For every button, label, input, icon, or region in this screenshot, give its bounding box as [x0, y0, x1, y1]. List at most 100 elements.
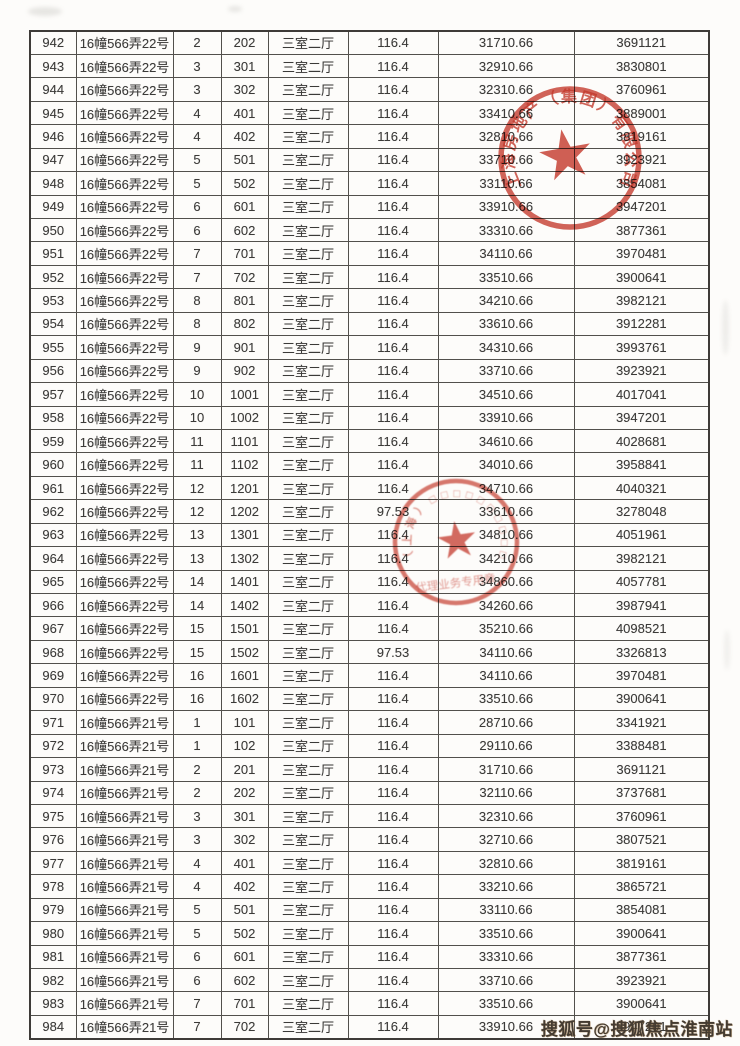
- cell-total-price: 3807521: [573, 827, 710, 852]
- table-row: 966 16幢566弄22号 14 1402 三室二厅 116.4 34260.…: [29, 592, 710, 618]
- cell-unit-price: 34110.66: [437, 663, 575, 688]
- table-row: 977 16幢566弄21号 4 401 三室二厅 116.4 32810.66…: [29, 850, 710, 876]
- table-row: 969 16幢566弄22号 16 1601 三室二厅 116.4 34110.…: [29, 663, 710, 688]
- cell-floor: 14: [172, 592, 222, 618]
- cell-floor: 3: [172, 77, 222, 102]
- cell-unit-price: 33710.66: [437, 967, 575, 993]
- cell-room-type: 三室二厅: [267, 710, 349, 735]
- cell-floor: 1: [172, 710, 222, 735]
- table-row: 950 16幢566弄22号 6 602 三室二厅 116.4 33310.66…: [29, 217, 710, 243]
- cell-room-number: 1201: [220, 475, 269, 501]
- cell-floor: 6: [172, 194, 222, 220]
- cell-room-number: 801: [220, 288, 269, 313]
- cell-floor: 3: [172, 827, 222, 852]
- cell-total-price: 3737681: [573, 780, 710, 805]
- cell-index: 984: [29, 1014, 77, 1040]
- table-row: 980 16幢566弄21号 5 502 三室二厅 116.4 33510.66…: [29, 921, 710, 946]
- cell-room-number: 202: [220, 30, 269, 55]
- cell-room-number: 1601: [220, 663, 269, 688]
- cell-total-price: 3326813: [573, 639, 710, 665]
- cell-unit-price: 34210.66: [437, 546, 575, 571]
- table-row: 955 16幢566弄22号 9 901 三室二厅 116.4 34310.66…: [29, 335, 710, 360]
- cell-floor: 7: [172, 264, 222, 290]
- table-row: 956 16幢566弄22号 9 902 三室二厅 116.4 33710.66…: [29, 358, 710, 384]
- cell-floor: 6: [172, 967, 222, 993]
- table-body: 942 16幢566弄22号 2 202 三室二厅 116.4 31710.66…: [29, 30, 710, 1040]
- cell-unit-price: 33210.66: [437, 874, 575, 899]
- cell-room-number: 301: [220, 803, 269, 829]
- table-row: 964 16幢566弄22号 13 1302 三室二厅 116.4 34210.…: [29, 546, 710, 571]
- cell-address: 16幢566弄21号: [75, 874, 174, 899]
- cell-area: 116.4: [347, 288, 439, 313]
- table-row: 959 16幢566弄22号 11 1101 三室二厅 116.4 34610.…: [29, 428, 710, 454]
- cell-address: 16幢566弄21号: [75, 710, 174, 735]
- cell-unit-price: 32910.66: [437, 53, 575, 79]
- cell-total-price: 3877361: [573, 217, 710, 243]
- cell-index: 971: [29, 710, 77, 735]
- cell-area: 116.4: [347, 124, 439, 149]
- cell-room-type: 三室二厅: [267, 194, 349, 220]
- cell-area: 116.4: [347, 780, 439, 805]
- cell-index: 948: [29, 171, 77, 196]
- cell-area: 116.4: [347, 757, 439, 782]
- cell-room-type: 三室二厅: [267, 499, 349, 524]
- cell-index: 969: [29, 663, 77, 688]
- cell-address: 16幢566弄21号: [75, 803, 174, 829]
- cell-total-price: 3889001: [573, 100, 710, 126]
- cell-area: 116.4: [347, 311, 439, 337]
- cell-unit-price: 33110.66: [437, 171, 575, 196]
- cell-area: 97.53: [347, 499, 439, 524]
- table-row: 978 16幢566弄21号 4 402 三室二厅 116.4 33210.66…: [29, 874, 710, 899]
- cell-floor: 2: [172, 757, 222, 782]
- cell-unit-price: 34110.66: [437, 639, 575, 665]
- cell-total-price: 4057781: [573, 569, 710, 595]
- cell-room-type: 三室二厅: [267, 991, 349, 1016]
- cell-area: 116.4: [347, 100, 439, 126]
- cell-index: 958: [29, 405, 77, 430]
- cell-room-type: 三室二厅: [267, 616, 349, 641]
- cell-index: 981: [29, 944, 77, 970]
- cell-floor: 9: [172, 335, 222, 360]
- table-row: 968 16幢566弄22号 15 1502 三室二厅 97.53 34110.…: [29, 639, 710, 665]
- table-row: 963 16幢566弄22号 13 1301 三室二厅 116.4 34810.…: [29, 522, 710, 548]
- cell-room-number: 1502: [220, 639, 269, 665]
- cell-address: 16幢566弄22号: [75, 171, 174, 196]
- cell-area: 116.4: [347, 569, 439, 595]
- cell-unit-price: 33710.66: [437, 147, 575, 173]
- table-row: 970 16幢566弄22号 16 1602 三室二厅 116.4 33510.…: [29, 686, 710, 712]
- cell-index: 952: [29, 264, 77, 290]
- cell-unit-price: 33510.66: [437, 991, 575, 1016]
- cell-address: 16幢566弄22号: [75, 241, 174, 266]
- cell-unit-price: 33510.66: [437, 264, 575, 290]
- cell-unit-price: 34860.66: [437, 569, 575, 595]
- cell-room-number: 702: [220, 1014, 269, 1040]
- table-row: 960 16幢566弄22号 11 1102 三室二厅 116.4 34010.…: [29, 452, 710, 477]
- cell-address: 16幢566弄22号: [75, 686, 174, 712]
- cell-total-price: 4051961: [573, 522, 710, 548]
- cell-address: 16幢566弄22号: [75, 569, 174, 595]
- cell-index: 977: [29, 850, 77, 876]
- cell-floor: 4: [172, 124, 222, 149]
- cell-room-number: 1301: [220, 522, 269, 548]
- cell-address: 16幢566弄22号: [75, 194, 174, 220]
- cell-index: 966: [29, 592, 77, 618]
- cell-unit-price: 32810.66: [437, 850, 575, 876]
- cell-room-number: 301: [220, 53, 269, 79]
- cell-area: 116.4: [347, 405, 439, 430]
- cell-unit-price: 33710.66: [437, 358, 575, 384]
- cell-total-price: 3760961: [573, 77, 710, 102]
- cell-address: 16幢566弄22号: [75, 30, 174, 55]
- cell-room-number: 1402: [220, 592, 269, 618]
- cell-total-price: 3923921: [573, 967, 710, 993]
- cell-floor: 7: [172, 991, 222, 1016]
- cell-area: 116.4: [347, 592, 439, 618]
- cell-total-price: 3970481: [573, 663, 710, 688]
- cell-address: 16幢566弄21号: [75, 827, 174, 852]
- cell-unit-price: 32310.66: [437, 803, 575, 829]
- cell-area: 116.4: [347, 241, 439, 266]
- cell-room-type: 三室二厅: [267, 522, 349, 548]
- cell-area: 116.4: [347, 663, 439, 688]
- cell-room-type: 三室二厅: [267, 1014, 349, 1040]
- cell-floor: 11: [172, 428, 222, 454]
- cell-area: 116.4: [347, 264, 439, 290]
